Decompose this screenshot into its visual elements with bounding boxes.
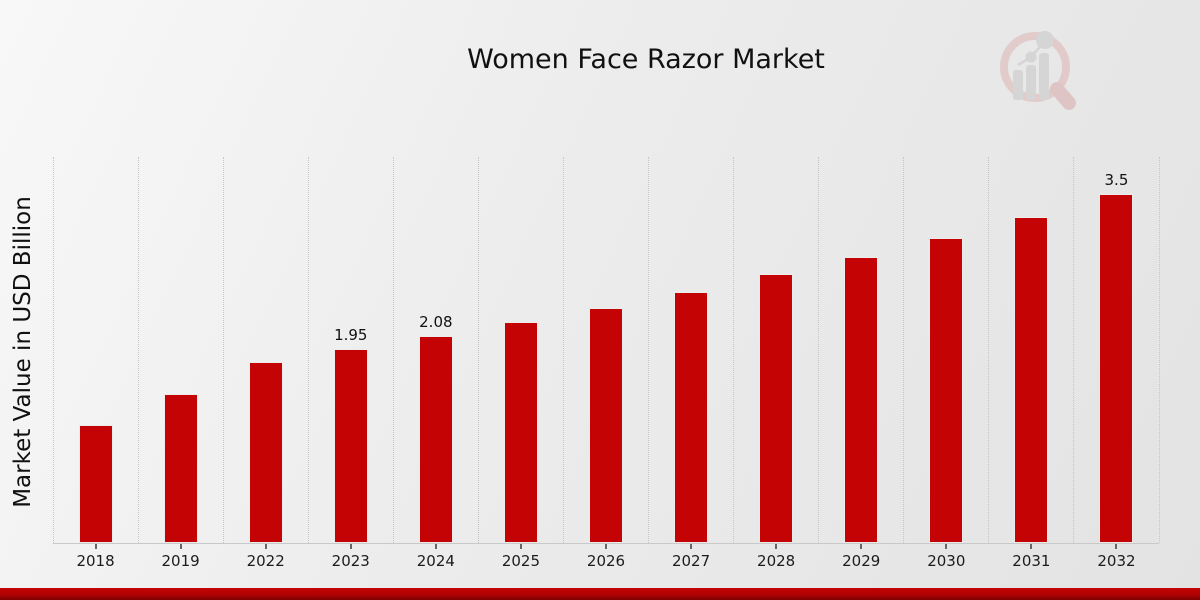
gridline (137, 157, 139, 543)
x-tick-label: 2022 (246, 552, 285, 570)
x-tick-label: 2027 (671, 552, 711, 570)
x-tick (1030, 544, 1033, 549)
bar (1014, 217, 1049, 543)
bar (248, 362, 283, 543)
x-tick-label: 2026 (586, 552, 626, 570)
x-tick-label: 2032 (1097, 552, 1136, 570)
x-tick (264, 544, 267, 549)
x-tick (179, 544, 182, 549)
bar (844, 257, 879, 543)
bar (503, 322, 538, 543)
gridline (392, 157, 394, 543)
x-tick-label: 2024 (416, 552, 455, 570)
x-tick-label: 2025 (501, 552, 541, 570)
gridline (818, 157, 820, 543)
bar (589, 308, 623, 543)
gridline (903, 157, 905, 543)
gridline (52, 157, 54, 543)
x-tick (605, 544, 607, 549)
bar (1099, 194, 1134, 543)
trend-dot-large-icon (1036, 31, 1054, 49)
bottom-accent-band (0, 588, 1200, 600)
x-tick (1115, 544, 1118, 549)
trend-dot-icon (1025, 51, 1037, 63)
bar (418, 336, 453, 543)
x-tick (860, 544, 863, 549)
gridline (1073, 157, 1075, 543)
x-tick-label: 2019 (161, 552, 200, 570)
bar (674, 292, 709, 543)
gridline (222, 157, 224, 543)
market-research-magnifier-logo (1000, 31, 1076, 110)
x-tick-label: 2018 (76, 552, 115, 570)
bar (333, 349, 368, 543)
bar (929, 238, 964, 543)
gridline (477, 157, 479, 543)
x-tick (434, 544, 437, 549)
gridline (1158, 157, 1160, 543)
gridline (307, 157, 309, 543)
gridline (988, 157, 990, 543)
x-tick (775, 544, 778, 549)
chart-title: Women Face Razor Market (467, 44, 825, 75)
gridline (562, 157, 564, 543)
x-axis-line (53, 543, 1159, 544)
x-tick (519, 544, 522, 549)
trend-bars-icon (1013, 31, 1054, 100)
bar-value-label: 3.5 (1104, 171, 1129, 189)
bar (78, 425, 113, 543)
x-tick (94, 544, 97, 549)
x-tick-label: 2028 (757, 552, 796, 570)
bar-value-label: 1.95 (334, 326, 368, 344)
gridline (648, 157, 650, 543)
x-tick-label: 2031 (1012, 552, 1051, 570)
bar (759, 274, 794, 543)
x-tick-label: 2029 (842, 552, 881, 570)
magnifier-handle-icon (1050, 82, 1076, 110)
x-tick (690, 544, 693, 549)
x-tick (349, 544, 352, 549)
x-tick-label: 2023 (331, 552, 370, 570)
bar (163, 394, 198, 543)
gridline (733, 157, 735, 543)
x-tick-label: 2030 (927, 552, 966, 570)
x-tick (945, 544, 948, 549)
bar-value-label: 2.08 (419, 313, 453, 331)
